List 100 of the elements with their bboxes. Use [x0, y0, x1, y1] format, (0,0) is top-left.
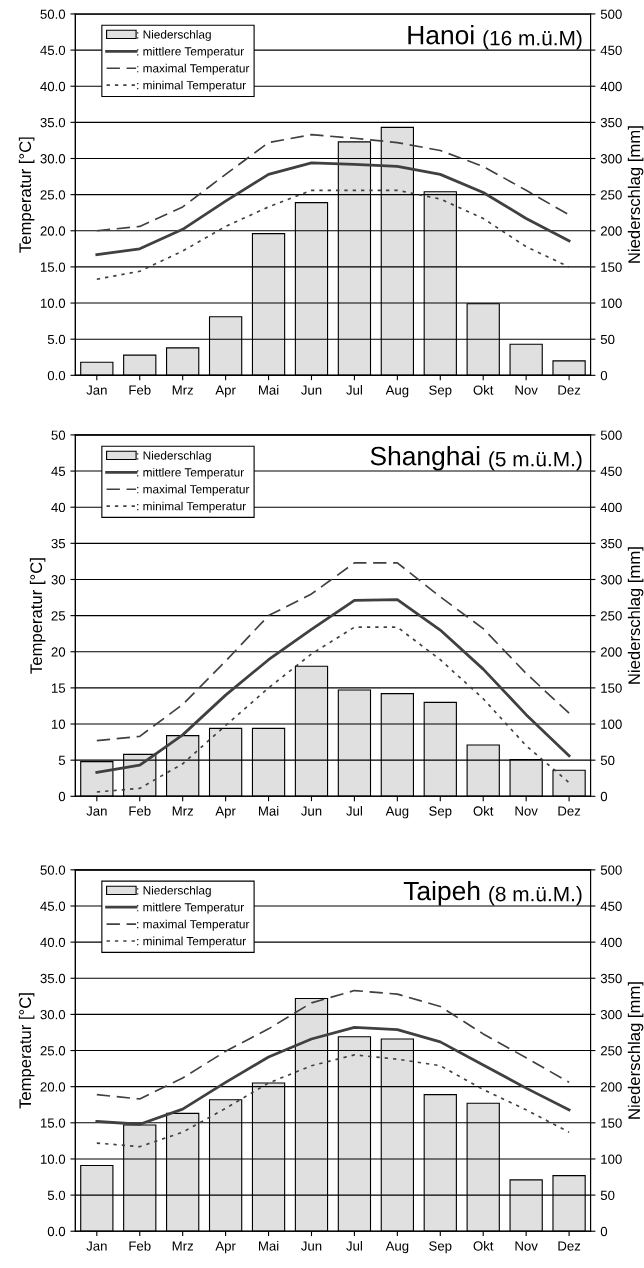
y2-tick-label: 150 [601, 262, 622, 272]
chart-title: Taipeh [403, 880, 480, 906]
y2-tick-label: 0 [600, 1226, 608, 1237]
line-series [95, 598, 571, 774]
y2-tick-label: 0 [600, 370, 608, 381]
x-tick-label: Sep [429, 385, 452, 398]
y-tick-label: 30.0 [40, 154, 66, 164]
x-tick-label: Jan [86, 806, 107, 816]
y-tick-label: 35.0 [40, 117, 66, 128]
legend-label: : Niederschlag [137, 885, 211, 897]
x-tick-label: Sep [429, 1241, 452, 1254]
x-tick-label: Dez [558, 806, 581, 816]
y2-tick-label: 250 [600, 190, 622, 200]
x-tick-label: Jul [346, 806, 362, 816]
legend-label: : minimal Temperatur [137, 501, 246, 513]
y2-tick-label: 100 [601, 719, 622, 729]
text: (5 m.ü.M.) [489, 451, 582, 471]
y-tick-label: 15 [51, 683, 66, 693]
x-tick-label: Feb [129, 385, 151, 395]
line-series [95, 989, 570, 1100]
y2-tick-label: 50 [600, 755, 615, 766]
y-tick-label: 50.0 [40, 9, 66, 19]
y2-tick-label: 350 [600, 117, 622, 128]
y-tick-label: 0.0 [47, 1226, 66, 1237]
legend-label: : mittlere Temperatur [137, 902, 244, 914]
y-tick-label: 50 [51, 430, 66, 440]
legend-label: : maximal Temperatur [137, 484, 250, 496]
x-tick-label: Okt [473, 806, 494, 816]
x-tick-label: Okt [473, 385, 494, 395]
y-tick-label: 25.0 [40, 1046, 66, 1056]
x-tick-label: Jun [301, 1241, 322, 1251]
x-tick-label: Mai [259, 1240, 279, 1251]
y-tick-label: 40 [51, 502, 66, 513]
y-tick-label: 50.0 [40, 865, 66, 875]
x-tick-label: Okt [473, 1240, 494, 1251]
legend-label: : Niederschlag [137, 450, 211, 462]
legend-label: : maximal Temperatur [137, 919, 250, 931]
y-tick-label: 40.0 [40, 937, 66, 948]
x-tick-label: Jun [301, 806, 322, 816]
y-tick-label: 35.0 [40, 973, 66, 984]
x-tick-label: Nov [515, 806, 538, 816]
y-tick-label: 30.0 [40, 1009, 66, 1020]
y-tick-label: 10.0 [40, 1154, 66, 1164]
y2-tick-label: 500 [600, 9, 622, 19]
y-tick-label: 10.0 [40, 298, 66, 308]
y-tick-label: 40.0 [40, 81, 66, 92]
x-tick-label: Apr [215, 806, 236, 819]
y-tick-label: 35 [51, 538, 66, 549]
y-tick-label: 5.0 [47, 334, 66, 345]
y2-tick-label: 350 [600, 973, 622, 984]
y2-tick-label: 0 [600, 791, 608, 802]
y-tick-label: 0 [58, 791, 66, 802]
legend-label: : maximal Temperatur [137, 63, 250, 75]
chart-title: Hanoi [408, 25, 474, 45]
y2-tick-label: 400 [600, 937, 622, 948]
chart-title: Shanghai [370, 446, 480, 471]
legend-label: : Niederschlag [137, 29, 211, 41]
y-tick-label: 5.0 [47, 1190, 66, 1200]
y-tick-label: 45.0 [40, 45, 66, 55]
line-series [95, 1054, 570, 1148]
x-tick-label: Apr [215, 1241, 236, 1254]
y-tick-label: 5 [58, 755, 66, 766]
x-tick-label: Aug [385, 1241, 409, 1254]
y2-tick-label: 350 [600, 538, 622, 549]
x-tick-label: Feb [129, 806, 151, 816]
x-tick-label: Aug [385, 385, 409, 398]
y2-tick-label: 450 [600, 45, 622, 55]
x-tick-label: Jul [346, 1240, 362, 1251]
y-tick-label: 25 [51, 611, 66, 621]
x-tick-label: Nov [515, 385, 538, 395]
x-tick-label: Mai [259, 385, 279, 395]
x-tick-label: Mai [259, 806, 279, 816]
y2-axis-title: Niederschlag [mm] [627, 982, 644, 1119]
y-axis-title: Temperatur [°C] [18, 137, 35, 253]
x-tick-label: Nov [515, 1241, 538, 1251]
x-tick-label: Dez [558, 1241, 581, 1251]
line-series [95, 562, 570, 742]
y2-tick-label: 300 [600, 1009, 622, 1020]
line-series [95, 161, 571, 257]
y2-axis-title: Niederschlag [mm] [627, 126, 644, 263]
legend-label: : mittlere Temperatur [137, 46, 244, 58]
x-tick-label: Jan [86, 385, 107, 395]
y2-tick-label: 450 [600, 466, 622, 476]
y2-tick-label: 100 [601, 1154, 622, 1164]
y-tick-label: 15.0 [40, 262, 66, 272]
y-tick-label: 45.0 [40, 901, 66, 911]
y2-tick-label: 50 [600, 334, 615, 345]
y2-tick-label: 150 [601, 683, 622, 693]
legend-label: : minimal Temperatur [137, 80, 246, 92]
x-tick-label: Mrz [172, 806, 194, 816]
text: (16 m.ü.M) [483, 30, 582, 50]
y-axis-title: Temperatur [°C] [29, 558, 46, 674]
x-tick-label: Jan [86, 1241, 107, 1251]
y-axis-title: Temperatur [°C] [18, 993, 35, 1109]
y2-tick-label: 400 [600, 81, 622, 92]
x-tick-label: Mrz [172, 1241, 194, 1251]
y2-tick-label: 300 [600, 154, 622, 164]
x-tick-label: Dez [558, 385, 581, 395]
x-tick-label: Sep [429, 806, 452, 819]
y-tick-label: 30 [51, 575, 66, 585]
